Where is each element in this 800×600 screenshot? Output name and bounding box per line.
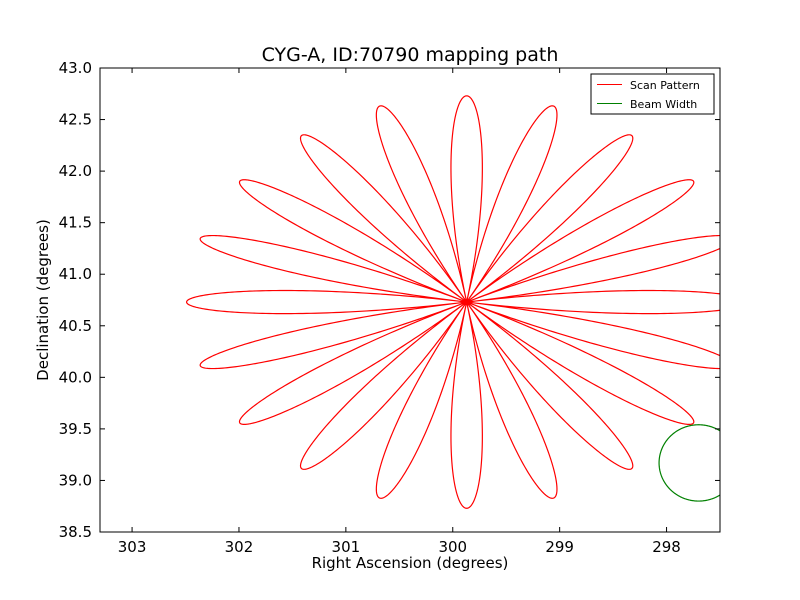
x-tick-label: 302 bbox=[225, 538, 254, 556]
y-tick-label: 38.5 bbox=[59, 523, 92, 541]
plot-frame bbox=[99, 67, 721, 533]
y-axis-label: Declination (degrees) bbox=[34, 219, 52, 381]
legend: Scan Pattern Beam Width bbox=[590, 73, 715, 115]
y-tick-label: 43.0 bbox=[59, 59, 92, 77]
x-tick-label: 300 bbox=[438, 538, 467, 556]
x-tick-label: 298 bbox=[652, 538, 681, 556]
series-line-scan-pattern bbox=[185, 95, 720, 509]
x-tick-label: 301 bbox=[332, 538, 361, 556]
y-tick-label: 39.5 bbox=[59, 420, 92, 438]
x-tick-label: 299 bbox=[545, 538, 574, 556]
y-tick-label: 42.0 bbox=[59, 162, 92, 180]
y-tick-label: 42.5 bbox=[59, 111, 92, 129]
x-axis: 303 302 301 300 299 298 bbox=[118, 68, 681, 556]
legend-label-beam-width: Beam Width bbox=[630, 98, 697, 111]
legend-frame bbox=[590, 73, 715, 115]
y-tick-label: 41.5 bbox=[59, 214, 92, 232]
series-line-beam-width bbox=[658, 424, 720, 502]
legend-label-scan-pattern: Scan Pattern bbox=[630, 79, 700, 92]
x-tick-label: 303 bbox=[118, 538, 147, 556]
y-tick-label: 39.0 bbox=[59, 471, 92, 489]
y-axis: 38.5 39.0 39.5 40.0 40.5 41.0 41.5 42.0 42.5 43.0 bbox=[59, 59, 720, 541]
x-axis-label: Right Ascension (degrees) bbox=[312, 554, 509, 572]
chart-title: CYG-A, ID:70790 mapping path bbox=[262, 44, 559, 66]
y-tick-label: 41.0 bbox=[59, 265, 92, 283]
y-tick-label: 40.0 bbox=[59, 368, 92, 386]
y-tick-label: 40.5 bbox=[59, 317, 92, 335]
